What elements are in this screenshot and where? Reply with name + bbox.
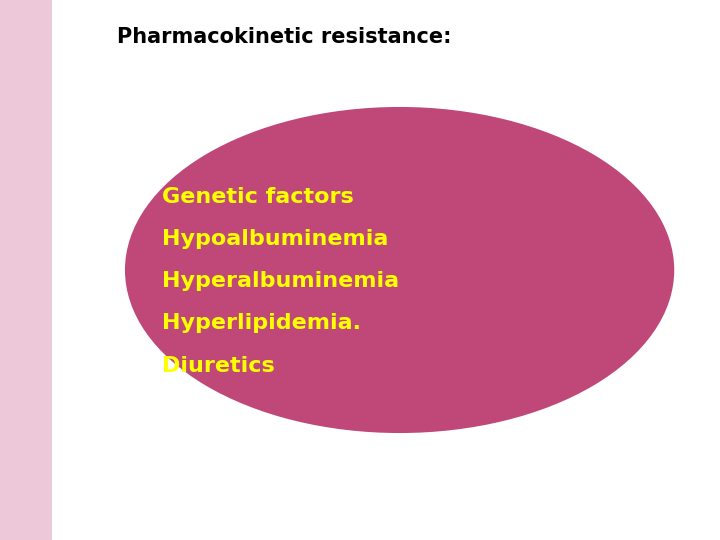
Text: Hyperalbuminemia: Hyperalbuminemia: [162, 271, 399, 292]
Text: Genetic factors: Genetic factors: [162, 187, 354, 207]
Text: Pharmacokinetic resistance:: Pharmacokinetic resistance:: [117, 27, 451, 47]
Text: Hyperlipidemia.: Hyperlipidemia.: [162, 313, 361, 334]
Text: Diuretics: Diuretics: [162, 355, 275, 376]
Text: Hypoalbuminemia: Hypoalbuminemia: [162, 229, 388, 249]
Ellipse shape: [126, 108, 673, 432]
FancyBboxPatch shape: [0, 0, 52, 540]
